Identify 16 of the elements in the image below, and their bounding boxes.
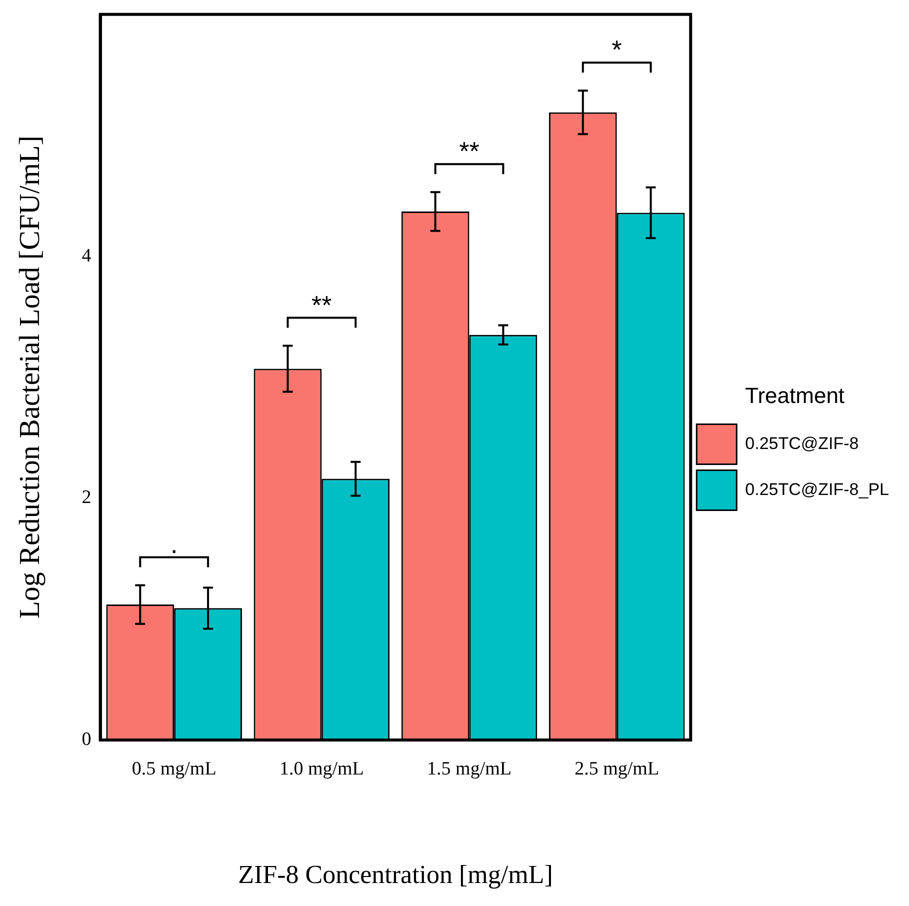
legend-label: 0.25TC@ZIF-8_PL [745, 480, 890, 499]
annotation: ** [459, 136, 480, 166]
annotation: ** [312, 290, 332, 320]
legend-label: 0.25TC@ZIF-8 [745, 434, 859, 453]
y-tick-label: 2 [82, 487, 92, 508]
x-tick-label: 1.5 mg/mL [427, 758, 512, 780]
x-tick-label: 0.5 mg/mL [132, 758, 216, 780]
annotation: . [170, 529, 178, 560]
annotation: * [612, 34, 622, 65]
y-tick-label: 0 [82, 728, 92, 750]
x-axis-title: ZIF-8 Concentration [mg/mL] [238, 860, 553, 890]
x-tick-label: 1.0 mg/mL [279, 758, 364, 780]
legend-title: Treatment [745, 382, 845, 408]
y-axis-title: Log Reduction Bacterial Load [CFU/mL] [14, 136, 46, 619]
x-tick-label: 2.5 mg/mL [574, 758, 660, 780]
y-tick-label: 4 [82, 245, 92, 266]
